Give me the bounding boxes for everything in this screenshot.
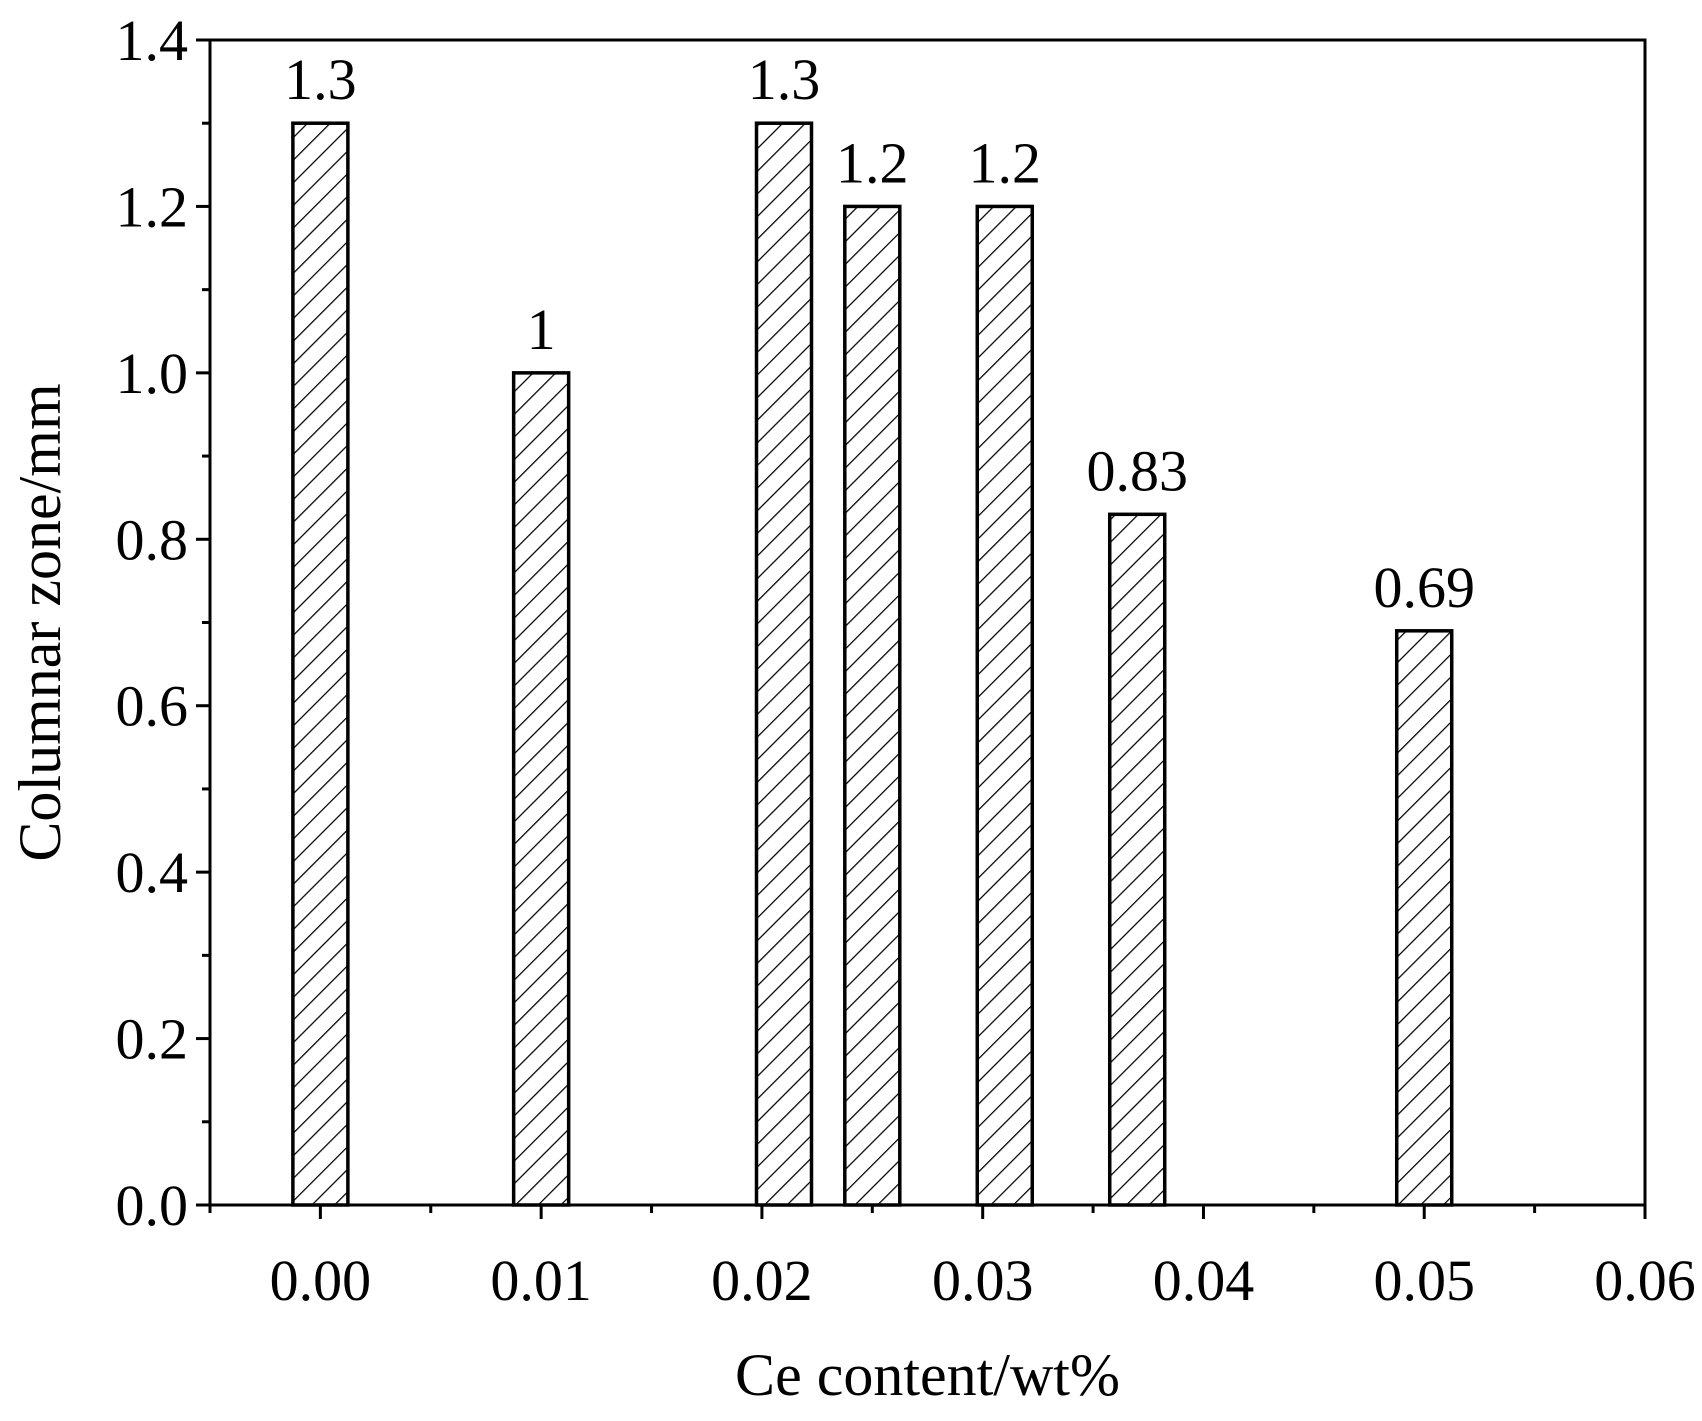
- x-tick-label: 0.02: [711, 1248, 813, 1313]
- y-tick-label: 1.2: [116, 174, 189, 239]
- bar-value-label: 1.3: [748, 47, 821, 112]
- bar-value-label: 1.2: [836, 130, 909, 195]
- x-tick-label: 0.04: [1153, 1248, 1255, 1313]
- bar-value-label: 1: [527, 297, 556, 362]
- y-tick-label: 1.4: [116, 8, 189, 73]
- x-tick-label: 0.00: [270, 1248, 372, 1313]
- y-tick-label: 1.0: [116, 341, 189, 406]
- bar: [975, 204, 1035, 1207]
- bar-value-label: 0.69: [1373, 555, 1475, 620]
- y-tick-label: 0.2: [116, 1007, 189, 1072]
- bar: [291, 121, 350, 1207]
- bar-value-label: 0.83: [1086, 438, 1188, 503]
- bar-value-label: 1.2: [969, 130, 1042, 195]
- x-tick-label: 0.03: [932, 1248, 1034, 1313]
- y-tick-label: 0.4: [116, 840, 189, 905]
- data-labels: 1.311.31.2 1.20.830.69: [284, 47, 1475, 620]
- bar: [843, 204, 902, 1207]
- x-tick-label: 0.01: [490, 1248, 592, 1313]
- y-tick-label: 0.0: [116, 1173, 189, 1238]
- bar-value-label: 1.3: [284, 47, 357, 112]
- x-axis-title: Ce content/wt%: [735, 1342, 1120, 1408]
- bar: [1394, 629, 1454, 1207]
- bars: [291, 121, 1454, 1207]
- bar: [511, 371, 571, 1207]
- bar: [1107, 512, 1167, 1207]
- y-axis-title: Columnar zone/mm: [7, 383, 73, 861]
- y-axis-ticks: 0.0 0.2 0.4 0.6 0.8 1.0 1.2 1.4: [116, 8, 210, 1238]
- x-axis-ticks: 0.00 0.01 0.02 0.03 0.04 0.05 0.06: [208, 1205, 1696, 1313]
- x-tick-label: 0.06: [1594, 1248, 1696, 1313]
- y-tick-label: 0.8: [116, 507, 189, 572]
- bar: [754, 121, 814, 1207]
- x-tick-label: 0.05: [1373, 1248, 1475, 1313]
- y-tick-label: 0.6: [116, 674, 189, 739]
